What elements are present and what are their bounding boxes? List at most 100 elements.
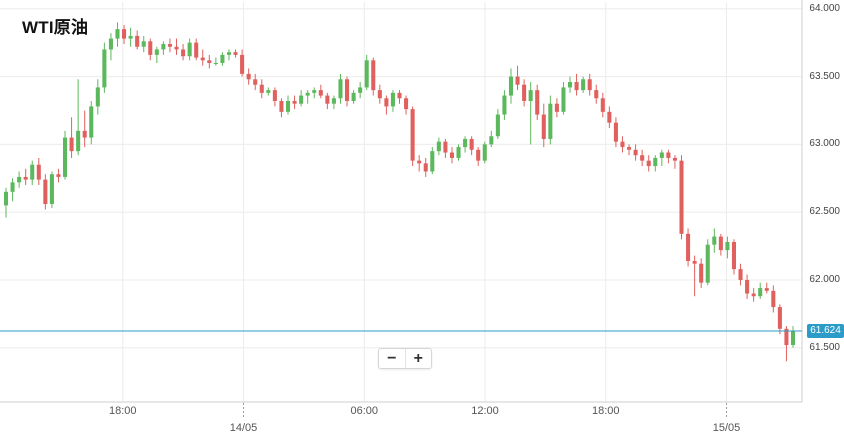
candle	[672, 155, 677, 169]
candle-body	[476, 149, 481, 161]
candle	[567, 76, 573, 93]
candle-body	[686, 233, 691, 261]
chart-title: WTI原油	[22, 18, 89, 37]
candle-body	[30, 164, 35, 180]
candle-body	[377, 90, 382, 99]
candle-body	[502, 95, 507, 115]
candle	[102, 42, 107, 93]
candle-body	[594, 90, 599, 99]
candle-body	[200, 57, 205, 61]
candle-body	[436, 141, 441, 152]
candle	[161, 41, 166, 55]
candle	[620, 136, 625, 153]
y-tick-label: 62.500	[809, 206, 840, 218]
candle-body	[456, 147, 461, 158]
candle	[771, 285, 776, 313]
candle-body	[69, 137, 74, 152]
candle	[790, 326, 796, 348]
candle	[213, 57, 218, 66]
candle-body	[115, 29, 120, 39]
candle	[292, 95, 297, 110]
candle	[410, 106, 415, 167]
candle	[351, 90, 356, 104]
y-tick-label: 64.000	[809, 2, 840, 14]
candle-body	[699, 263, 704, 283]
candle-body	[574, 82, 579, 91]
candle-body	[561, 87, 566, 112]
candle	[253, 73, 258, 91]
candle-body	[482, 144, 487, 161]
candle-body	[607, 111, 612, 123]
candle	[240, 49, 245, 77]
candle	[725, 236, 730, 259]
candle-body	[128, 35, 133, 39]
candle-body	[712, 236, 717, 245]
candle	[95, 79, 100, 115]
candle-body	[226, 52, 232, 55]
candle	[627, 144, 632, 156]
candle-body	[725, 242, 730, 251]
candle-body	[790, 331, 796, 346]
candle	[751, 288, 756, 302]
candle	[633, 144, 638, 161]
candle-body	[10, 182, 15, 192]
candle-body	[43, 179, 48, 205]
candle	[548, 95, 553, 145]
candle-body	[771, 290, 776, 308]
candle	[108, 33, 113, 61]
candle-body	[541, 114, 546, 139]
candle	[613, 117, 618, 148]
candle-body	[430, 151, 435, 172]
candle-body	[397, 92, 402, 99]
candle-body	[731, 242, 737, 270]
candle	[69, 117, 74, 158]
candle	[364, 54, 369, 91]
candle-body	[161, 44, 166, 50]
candle-body	[417, 160, 422, 164]
candle-body	[627, 147, 632, 150]
candle	[30, 160, 35, 186]
candle	[640, 149, 645, 167]
candle	[62, 130, 68, 180]
candle-body	[292, 100, 297, 104]
candle	[699, 258, 704, 289]
candle	[371, 57, 376, 96]
candle	[731, 239, 737, 275]
candle-body	[17, 176, 22, 183]
candle	[233, 49, 238, 58]
y-tick-label: 61.500	[809, 341, 840, 353]
candle	[528, 82, 533, 145]
candle-body	[338, 79, 343, 99]
candle-body	[646, 160, 651, 167]
candle	[430, 147, 435, 175]
candle	[128, 27, 133, 47]
candle	[686, 228, 691, 267]
candle	[541, 103, 546, 148]
candle	[718, 233, 723, 256]
candle	[659, 149, 664, 167]
candle-body	[679, 160, 684, 234]
candle-body	[587, 79, 592, 91]
candle-body	[89, 106, 94, 138]
candle-body	[351, 92, 356, 101]
candle	[554, 98, 559, 118]
candle	[515, 65, 520, 91]
candle	[220, 52, 225, 66]
candle	[777, 304, 782, 335]
candle-body	[285, 100, 291, 112]
zoom-in-button[interactable]: +	[404, 349, 432, 368]
candle-body	[246, 73, 251, 80]
candle-body	[82, 130, 87, 138]
candle-body	[508, 76, 514, 96]
candle-body	[220, 54, 225, 64]
candle	[482, 141, 487, 164]
candle	[417, 155, 422, 172]
candle	[705, 239, 710, 286]
candle	[738, 263, 743, 286]
candle-body	[489, 136, 494, 145]
candle-body	[23, 176, 28, 180]
candle	[345, 76, 350, 107]
zoom-out-button[interactable]: −	[387, 349, 397, 367]
x-tick-label: 12:00	[471, 405, 499, 417]
candle	[522, 79, 527, 107]
